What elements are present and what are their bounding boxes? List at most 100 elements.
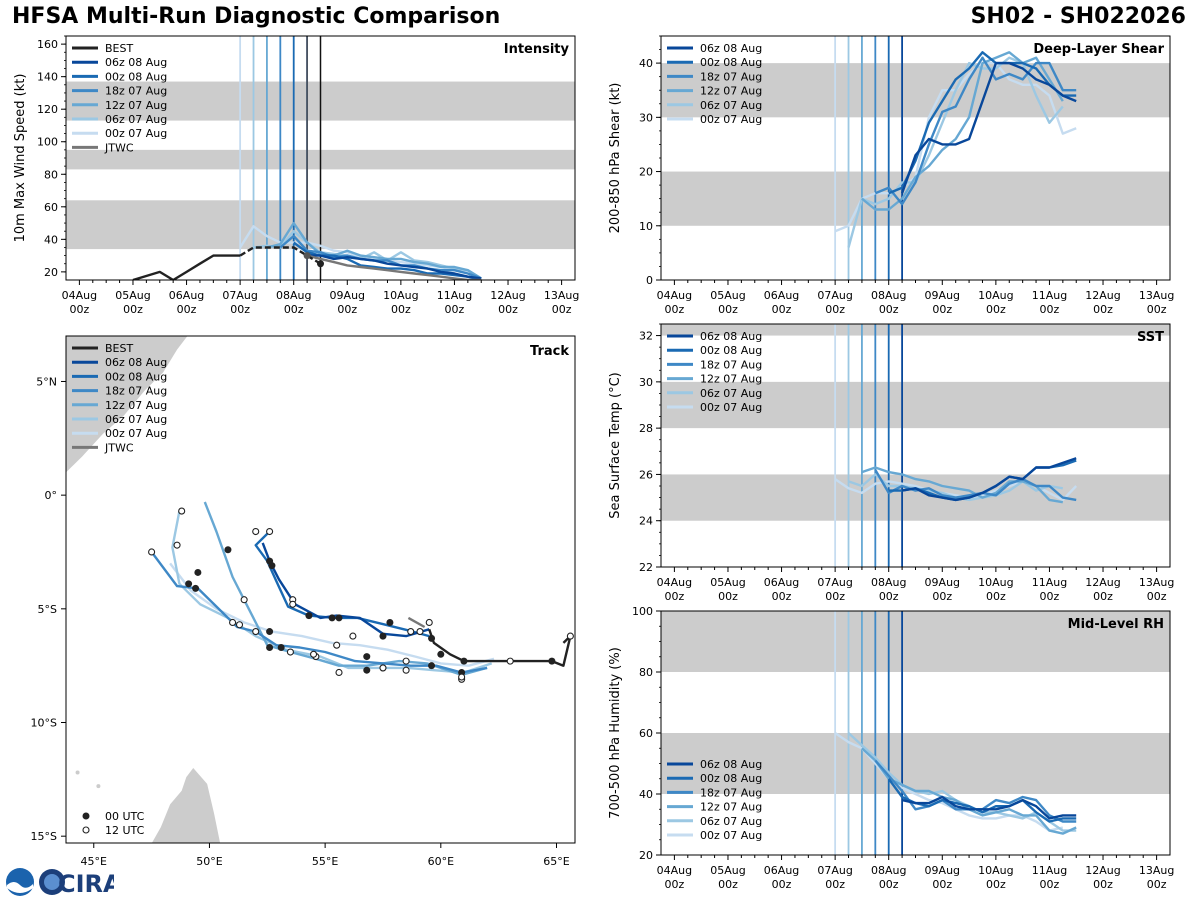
x-tick-label: 09Aug: [925, 576, 960, 589]
legend-label: 06z 08 Aug: [105, 356, 167, 369]
land-somalia: [66, 336, 188, 473]
x-tick-sublabel: 00z: [1040, 590, 1060, 603]
x-tick-label: 08Aug: [871, 864, 906, 877]
x-tick-sublabel: 00z: [665, 303, 685, 316]
legend-label: 06z 07 Aug: [700, 815, 762, 828]
x-tick-label: 12Aug: [1085, 289, 1120, 302]
lat-label: 5°S: [38, 603, 57, 616]
lat-label: 15°S: [31, 830, 57, 843]
land-madagascar: [151, 767, 221, 843]
x-tick-sublabel: 00z: [284, 303, 304, 316]
y-axis-label: 10m Max Wind Speed (kt): [13, 74, 28, 243]
x-tick-label: 12Aug: [1085, 864, 1120, 877]
x-tick-label: 06Aug: [764, 864, 799, 877]
legend-label: 12 UTC: [105, 824, 145, 837]
legend-label: JTWC: [104, 441, 134, 454]
legend-label: 12z 07 Aug: [700, 801, 762, 814]
x-tick-label: 05Aug: [710, 576, 745, 589]
marker-00utc: [386, 618, 394, 626]
marker-12utc: [229, 618, 237, 627]
figure-title: HFSA Multi-Run Diagnostic Comparison: [12, 4, 501, 29]
series-06z-08-aug: [901, 795, 1077, 820]
marker-00utc: [428, 634, 436, 642]
marker-00utc: [268, 562, 276, 570]
marker-00utc: [328, 614, 336, 622]
panel-title: Mid-Level RH: [1068, 617, 1164, 632]
land-island: [96, 784, 101, 789]
x-tick-sublabel: 00z: [1147, 590, 1167, 603]
x-tick-sublabel: 00z: [177, 303, 197, 316]
marker-12utc: [173, 541, 181, 549]
x-tick-label: 04Aug: [657, 289, 692, 302]
y-tick-label: 100: [37, 136, 58, 149]
legend-label: 00z 08 Aug: [105, 70, 167, 83]
marker-00utc: [428, 662, 436, 670]
y-tick-label: 30: [639, 111, 653, 124]
y-tick-label: 24: [639, 515, 653, 528]
x-tick-label: 10Aug: [978, 289, 1013, 302]
legend-label: 18z 07 Aug: [105, 85, 167, 98]
y-tick-label: 28: [639, 422, 653, 435]
marker-12utc: [506, 657, 514, 665]
x-tick-label: 13Aug: [1139, 864, 1174, 877]
legend-label: 06z 08 Aug: [105, 56, 167, 69]
legend-marker-12utc: [82, 826, 90, 834]
logo-text: CIRA: [58, 870, 114, 898]
x-tick-label: 13Aug: [1139, 289, 1174, 302]
x-tick-sublabel: 00z: [986, 303, 1006, 316]
x-tick-label: 10Aug: [978, 864, 1013, 877]
x-tick-label: 13Aug: [544, 289, 579, 302]
track-06z-08-aug: [261, 542, 430, 638]
threshold-band: [661, 474, 1170, 521]
x-tick-sublabel: 00z: [498, 303, 518, 316]
marker-12utc: [333, 641, 341, 649]
y-axis-label: 700-500 hPa Humidity (%): [608, 647, 623, 819]
x-tick-sublabel: 00z: [932, 303, 952, 316]
y-tick-label: 100: [632, 605, 653, 618]
panel-title: SST: [1137, 330, 1164, 345]
land-island: [75, 770, 80, 775]
x-tick-sublabel: 00z: [1040, 878, 1060, 891]
marker-12utc: [252, 527, 260, 536]
lon-label: 50°E: [196, 855, 222, 868]
x-tick-sublabel: 00z: [986, 878, 1006, 891]
panel-track: 45°E 50°E 55°E 60°E 65°E 5°N 0° 5°S 10°S 15°S Trac…: [31, 335, 576, 868]
series-00z-07-aug: [239, 225, 468, 274]
marker-00utc: [548, 657, 556, 665]
y-tick-label: 140: [37, 71, 58, 84]
track-jtwc: [407, 616, 426, 629]
x-tick-label: 07Aug: [817, 576, 852, 589]
marker-00utc: [266, 628, 274, 636]
x-tick-label: 06Aug: [764, 576, 799, 589]
x-tick-label: 13Aug: [1139, 576, 1174, 589]
x-tick-sublabel: 00z: [772, 590, 792, 603]
series-18z-07-aug: [279, 234, 482, 280]
marker-12utc: [407, 628, 415, 636]
track-06z-07-aug: [171, 510, 493, 674]
threshold-band: [661, 381, 1170, 429]
legend-label: JTWC: [104, 141, 134, 154]
x-tick-sublabel: 00z: [718, 303, 738, 316]
x-tick-sublabel: 00z: [70, 303, 90, 316]
x-tick-sublabel: 00z: [337, 303, 357, 316]
lon-label: 45°E: [81, 855, 107, 868]
y-tick-label: 20: [44, 266, 58, 279]
legend-label: 00z 08 Aug: [700, 56, 762, 69]
y-tick-label: 60: [639, 727, 653, 740]
track-best: [428, 628, 572, 667]
legend-label: 12z 07 Aug: [105, 399, 167, 412]
legend-label: 00z 08 Aug: [105, 370, 167, 383]
track-18z-07-aug: [150, 551, 488, 674]
marker-00utc: [192, 584, 200, 592]
x-tick-sublabel: 00z: [1093, 303, 1113, 316]
y-axis-label: 200-850 hPa Shear (kt): [608, 83, 623, 234]
marker-00utc: [363, 666, 371, 674]
legend-label: 00z 07 Aug: [700, 113, 762, 126]
marker-00utc: [363, 653, 371, 661]
x-tick-label: 07Aug: [817, 289, 852, 302]
x-tick-label: 12Aug: [1085, 576, 1120, 589]
x-tick-sublabel: 00z: [718, 878, 738, 891]
legend-marker-00utc: [82, 812, 90, 820]
legend-label: 00z 07 Aug: [105, 127, 167, 140]
